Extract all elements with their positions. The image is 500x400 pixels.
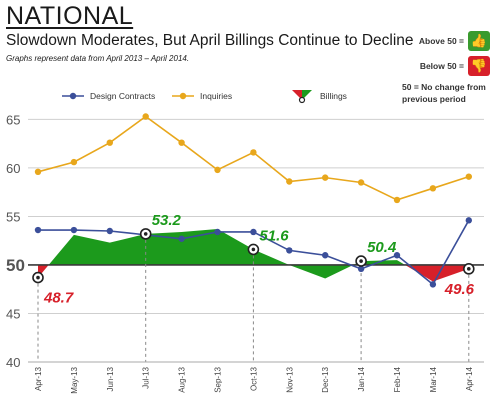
inquiries-marker: [70, 158, 78, 166]
legend-billings-swatch-above: [302, 90, 312, 100]
inquiries-marker: [357, 179, 365, 186]
y-tick-label: 65: [6, 112, 20, 127]
design-contracts-marker: [178, 235, 185, 242]
billings-area-below: [405, 264, 469, 282]
x-tick-label: Mar-14: [429, 366, 438, 392]
billing-point-dot: [359, 259, 363, 263]
thumbs-up-icon: 👍: [468, 31, 490, 51]
key-zero-note: 50 = No change from previous period: [402, 82, 486, 104]
design-contracts-marker: [214, 228, 221, 236]
billing-value-label: 53.2: [152, 212, 182, 229]
x-tick-label: Sep-13: [214, 366, 223, 392]
y-tick-label: 40: [6, 355, 20, 370]
date-range-note: Graphs represent data from April 2013 – …: [6, 54, 190, 63]
design-contracts-marker: [106, 227, 114, 235]
billing-point-dot: [143, 232, 148, 236]
billing-point-dot: [251, 247, 256, 252]
inquiries-marker: [393, 196, 401, 204]
design-contracts-marker: [250, 228, 257, 236]
x-tick-label: Aug-13: [178, 366, 187, 392]
legend-swatch-marker: [69, 92, 77, 100]
legend-billings-swatch-below: [292, 90, 302, 100]
design-contracts-marker: [322, 252, 329, 259]
design-contracts-marker: [34, 226, 42, 234]
billing-value-label: 49.6: [444, 281, 475, 298]
design-contracts-marker: [429, 281, 437, 288]
inquiries-line: [37, 115, 470, 201]
y-tick-label: 55: [6, 209, 20, 224]
inquiries-marker: [250, 149, 257, 156]
billings-area-above: [48, 229, 354, 279]
page-subtitle: Slowdown Moderates, But April Billings C…: [6, 32, 414, 49]
legend-label: Design Contracts: [90, 91, 155, 101]
inquiries-marker: [465, 173, 472, 180]
key-below: Below 50 = 👎: [420, 56, 490, 76]
x-tick-label: May-13: [70, 366, 79, 393]
x-tick-label: Apr-13: [34, 366, 43, 391]
design-contracts-marker: [393, 252, 401, 259]
y-tick-label: 45: [6, 306, 20, 321]
inquiries-marker: [322, 174, 329, 181]
design-contracts-marker: [357, 265, 365, 273]
design-contracts-marker: [286, 247, 293, 254]
inquiries-marker: [286, 178, 293, 185]
billing-value-label: 51.6: [259, 227, 289, 244]
y-tick-label: 60: [6, 161, 20, 176]
inquiries-marker: [214, 166, 221, 174]
x-tick-label: Nov-13: [285, 366, 294, 392]
x-tick-label: Jan-14: [357, 366, 366, 391]
inquiries-marker: [106, 139, 114, 146]
x-tick-label: Apr-14: [465, 366, 474, 391]
key-above-label: Above 50 =: [418, 36, 464, 46]
x-tick-label: Dec-13: [321, 366, 330, 392]
thumbs-down-icon: 👎: [468, 56, 490, 76]
billing-point-dot: [467, 267, 471, 271]
page-title: NATIONAL: [6, 2, 134, 30]
billing-value-label: 48.7: [43, 290, 74, 307]
x-tick-label: Jul-13: [142, 366, 151, 388]
billing-point-dot: [36, 275, 40, 280]
inquiries-marker: [142, 113, 149, 120]
legend-swatch-marker: [179, 92, 187, 100]
x-tick-label: Oct-13: [249, 366, 258, 391]
inquiries-marker: [34, 168, 42, 176]
design-contracts-marker: [70, 226, 78, 234]
y-tick-label: 50: [6, 256, 25, 275]
inquiries-marker: [429, 185, 437, 192]
legend-billings-marker: [298, 96, 306, 104]
design-contracts-marker: [465, 217, 472, 224]
x-tick-label: Jun-13: [106, 366, 115, 391]
legend-label: Billings: [320, 91, 347, 101]
legend-label: Inquiries: [200, 91, 232, 101]
x-tick-label: Feb-14: [393, 366, 402, 392]
key-below-label: Below 50 =: [419, 61, 464, 71]
inquiries-marker: [178, 139, 185, 146]
key-above: Above 50 = 👍: [419, 31, 490, 51]
billing-value-label: 50.4: [367, 239, 397, 256]
